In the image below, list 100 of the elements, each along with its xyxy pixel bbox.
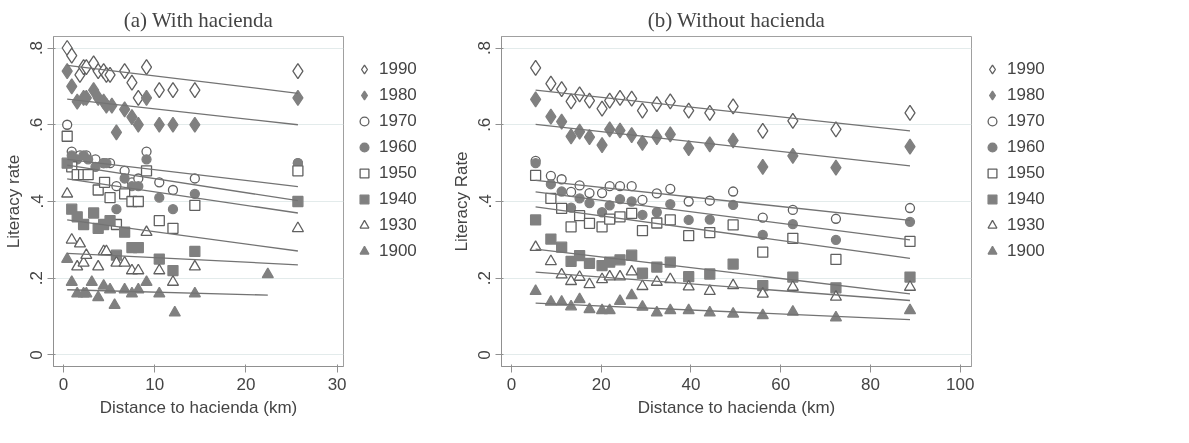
- point: [556, 113, 568, 130]
- point: [167, 264, 179, 277]
- point: [529, 240, 542, 251]
- point: [596, 221, 608, 233]
- point: [636, 134, 649, 151]
- point: [637, 209, 648, 221]
- point: [683, 230, 695, 242]
- legend-label: 1930: [1007, 215, 1045, 235]
- point: [584, 197, 595, 209]
- legend-label: 1980: [379, 85, 417, 105]
- legend-label: 1960: [1007, 137, 1045, 157]
- point: [529, 91, 542, 108]
- point: [830, 234, 842, 246]
- point: [664, 214, 676, 226]
- y-tick-label: .6: [475, 117, 495, 132]
- point: [904, 235, 916, 248]
- point: [625, 288, 638, 300]
- point: [664, 126, 676, 143]
- point: [189, 245, 201, 258]
- point: [261, 267, 274, 279]
- x-axis-title: Distance to hacienda (km): [637, 397, 836, 417]
- point: [604, 121, 616, 138]
- point: [704, 214, 715, 225]
- y-tick-label: .8: [27, 40, 47, 56]
- legend-label: 1900: [379, 241, 417, 261]
- legend-label: 1990: [1007, 59, 1045, 79]
- point: [583, 128, 596, 146]
- point: [62, 119, 73, 130]
- point: [904, 216, 916, 227]
- y-tick-label: .8: [475, 40, 495, 56]
- point: [625, 264, 638, 276]
- point: [583, 217, 596, 230]
- point: [565, 93, 577, 110]
- x-tick-label: 0: [58, 374, 69, 394]
- point: [167, 222, 179, 235]
- point: [132, 195, 144, 208]
- point: [141, 154, 152, 165]
- y-tick-label: .2: [27, 271, 47, 286]
- point: [651, 207, 662, 218]
- point: [153, 263, 166, 275]
- point: [167, 204, 179, 215]
- point: [154, 192, 165, 203]
- chart-title: (a) With hacienda: [123, 7, 274, 32]
- point: [92, 259, 105, 271]
- y-tick-label: .4: [27, 194, 47, 209]
- point: [830, 253, 842, 266]
- point: [636, 225, 649, 237]
- point: [119, 173, 130, 184]
- legend-label: 1950: [379, 163, 417, 183]
- x-tick-label: 20: [236, 374, 256, 394]
- legend-label: 1940: [379, 189, 417, 209]
- point: [683, 196, 694, 207]
- point: [727, 186, 739, 197]
- x-tick-label: 10: [145, 374, 165, 394]
- point: [65, 232, 78, 244]
- point: [118, 255, 131, 267]
- y-tick-label: 0: [27, 350, 47, 360]
- point: [167, 116, 179, 133]
- x-tick-label: 30: [327, 374, 347, 394]
- point: [565, 255, 577, 268]
- point: [82, 168, 94, 181]
- point: [904, 271, 916, 283]
- y-tick-label: .6: [27, 117, 47, 132]
- point: [92, 290, 105, 302]
- x-tick-label: 100: [946, 374, 975, 394]
- point: [153, 82, 165, 99]
- legend-label: 1970: [379, 111, 417, 131]
- point: [682, 279, 695, 291]
- point: [104, 215, 116, 227]
- point: [118, 101, 131, 118]
- point: [110, 124, 123, 141]
- y-tick-label: .2: [475, 271, 495, 286]
- point: [189, 173, 200, 184]
- point: [529, 59, 542, 77]
- legend-label: 1960: [379, 137, 417, 157]
- point: [613, 294, 627, 306]
- point: [636, 279, 649, 291]
- point: [564, 274, 578, 286]
- point: [189, 82, 201, 99]
- point: [596, 100, 608, 117]
- point: [757, 246, 769, 258]
- point: [132, 116, 144, 133]
- y-tick-label: 0: [475, 350, 495, 360]
- point: [584, 187, 595, 199]
- point: [188, 259, 201, 271]
- x-axis-title: Distance to hacienda (km): [99, 397, 298, 417]
- point: [904, 138, 916, 155]
- legend-label: 1900: [1007, 241, 1045, 261]
- point: [637, 194, 648, 206]
- y-axis-title: Literacy rate: [3, 154, 23, 249]
- point: [727, 98, 739, 115]
- point: [544, 254, 558, 266]
- point: [167, 184, 179, 196]
- point: [830, 159, 842, 176]
- point: [87, 207, 100, 219]
- x-tick-label: 80: [861, 374, 880, 394]
- point: [830, 121, 842, 138]
- point: [545, 108, 557, 125]
- point: [61, 130, 73, 142]
- point: [153, 215, 165, 227]
